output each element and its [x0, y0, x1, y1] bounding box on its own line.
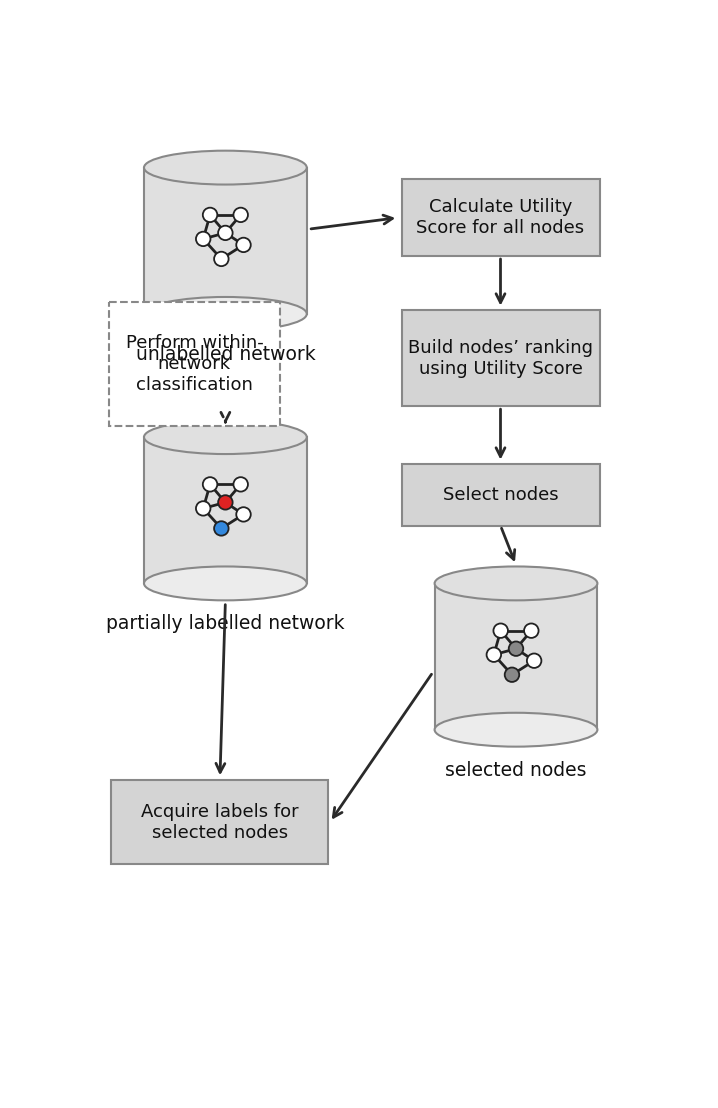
FancyBboxPatch shape [109, 302, 279, 425]
Circle shape [509, 642, 523, 656]
Text: Calculate Utility
Score for all nodes: Calculate Utility Score for all nodes [416, 198, 584, 237]
Bar [434, 584, 597, 730]
Circle shape [233, 207, 248, 222]
Circle shape [236, 507, 251, 522]
Text: Acquire labels for
selected nodes: Acquire labels for selected nodes [141, 802, 299, 841]
Ellipse shape [144, 420, 307, 454]
Circle shape [218, 226, 233, 240]
Circle shape [196, 501, 210, 515]
Bar [144, 167, 307, 314]
Bar [144, 438, 307, 584]
FancyBboxPatch shape [402, 310, 600, 407]
Text: partially labelled network: partially labelled network [106, 614, 345, 633]
Circle shape [493, 624, 508, 638]
Ellipse shape [434, 712, 597, 747]
Text: Perform within-
network
classification: Perform within- network classification [126, 335, 264, 393]
Circle shape [524, 624, 538, 638]
FancyBboxPatch shape [402, 179, 600, 256]
Text: selected nodes: selected nodes [445, 760, 587, 780]
Circle shape [236, 238, 251, 253]
Circle shape [218, 495, 233, 510]
Circle shape [202, 207, 218, 222]
Circle shape [527, 654, 541, 668]
Ellipse shape [434, 566, 597, 601]
FancyBboxPatch shape [402, 464, 600, 525]
Circle shape [214, 521, 228, 535]
Circle shape [233, 478, 248, 492]
FancyBboxPatch shape [111, 780, 328, 864]
Circle shape [202, 478, 218, 492]
Text: Build nodes’ ranking
using Utility Score: Build nodes’ ranking using Utility Score [408, 339, 593, 378]
Circle shape [196, 232, 210, 246]
Ellipse shape [144, 297, 307, 331]
Text: unlabelled network: unlabelled network [136, 345, 315, 363]
Ellipse shape [144, 566, 307, 601]
Circle shape [505, 667, 519, 681]
Text: Select nodes: Select nodes [443, 486, 559, 504]
Circle shape [487, 647, 501, 661]
Circle shape [214, 252, 228, 266]
Ellipse shape [144, 151, 307, 185]
